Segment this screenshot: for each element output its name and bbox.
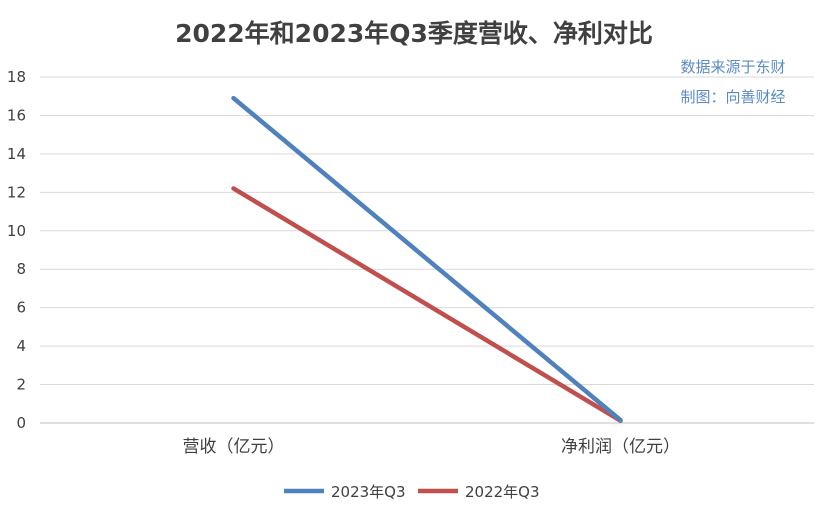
series-line [231, 186, 623, 423]
y-axis-ticks: 0 2 4 6 8 10 12 14 16 18 [7, 68, 26, 432]
legend-label: 2022年Q3 [465, 483, 540, 501]
source-annotation: 数据来源于东财 [680, 58, 785, 76]
series-lines [231, 95, 623, 423]
y-tick-label: 10 [7, 222, 26, 240]
y-tick-label: 16 [7, 106, 26, 124]
y-tick-label: 14 [7, 145, 26, 163]
y-tick-label: 6 [16, 299, 26, 317]
y-tick-label: 12 [7, 183, 26, 201]
y-tick-label: 18 [7, 68, 26, 86]
author-annotation: 制图：向善财经 [680, 88, 785, 106]
legend-label: 2023年Q3 [331, 483, 406, 501]
y-tick-label: 0 [16, 414, 26, 432]
series-line [231, 95, 623, 423]
x-tick-label: 净利润（亿元） [561, 437, 680, 457]
y-tick-label: 8 [16, 260, 26, 278]
x-tick-label: 营收（亿元） [183, 437, 285, 457]
legend: 2023年Q3 2022年Q3 [284, 483, 540, 501]
y-tick-label: 4 [16, 337, 26, 355]
x-axis-ticks: 营收（亿元） 净利润（亿元） [183, 437, 681, 457]
gridlines [40, 76, 814, 424]
chart-title: 2022年和2023年Q3季度营收、净利对比 [175, 19, 653, 48]
y-tick-label: 2 [16, 376, 26, 394]
